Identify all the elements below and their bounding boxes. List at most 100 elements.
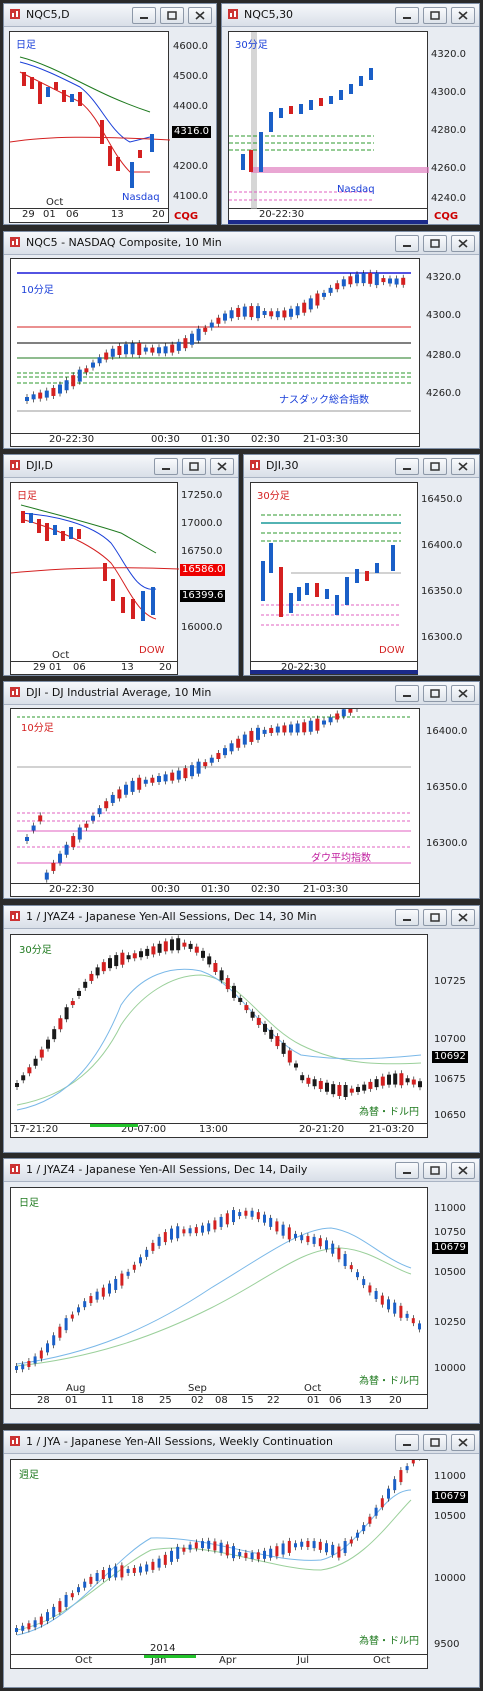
title-bar[interactable]: NQC5 - NASDAQ Composite, 10 Min <box>4 232 479 255</box>
minimize-button[interactable] <box>395 7 419 24</box>
price-scale[interactable]: 16450.0 16400.0 16350.0 16300.0 <box>420 482 478 662</box>
maximize-button[interactable] <box>423 1162 447 1179</box>
time-axis[interactable]: 29 01 06 13 20 <box>10 662 178 675</box>
x-tick: 20-22:30 <box>259 209 305 220</box>
chart-plot-area[interactable]: 10分足 ダウ平均指数 <box>10 708 420 884</box>
candle <box>349 1539 353 1544</box>
chart-window-jpy-weekly[interactable]: 1 / JYA - Japanese Yen-All Sessions, Wee… <box>3 1430 480 1688</box>
time-axis[interactable]: 20-22:30 00:30 01:30 02:30 21-03:30 <box>10 434 420 447</box>
title-bar[interactable]: DJI,30 <box>244 455 479 478</box>
price-scale[interactable]: 4320.0 4300.0 4280.0 4260.0 <box>424 258 478 434</box>
candle <box>225 1544 229 1556</box>
price-scale[interactable]: 16400.0 16350.0 16300.0 <box>424 708 478 884</box>
candle <box>368 1285 372 1293</box>
candle <box>89 973 94 981</box>
candle <box>341 279 346 287</box>
time-axis[interactable]: Oct Jan Apr Jul Oct <box>10 1655 428 1669</box>
minimize-button[interactable] <box>154 458 178 475</box>
candle <box>281 1543 285 1555</box>
close-button[interactable] <box>451 1434 475 1451</box>
candles <box>25 709 359 883</box>
chart-plot-area[interactable]: 30分足 為替・ドル円 <box>10 934 428 1124</box>
minimize-button[interactable] <box>395 685 419 702</box>
chart-window-dji-10min[interactable]: DJI - DJ Industrial Average, 10 Min 10分足… <box>3 681 480 899</box>
title-bar[interactable]: NQC5,D <box>4 4 216 27</box>
title-bar[interactable]: NQC5,30 <box>222 4 479 27</box>
maximize-button[interactable] <box>423 235 447 252</box>
time-axis[interactable]: 29 01 06 13 20 <box>9 209 169 223</box>
candles <box>15 1207 421 1373</box>
minimize-icon <box>403 1444 411 1446</box>
time-axis[interactable]: 28 01 11 18 25 02 08 15 22 01 06 13 20 <box>10 1395 428 1409</box>
price-scale[interactable]: 17250.0 17000.0 16750.0 16586.0 16399.6 … <box>180 482 238 662</box>
title-bar[interactable]: DJI - DJ Industrial Average, 10 Min <box>4 682 479 705</box>
title-bar[interactable]: 1 / JYA - Japanese Yen-All Sessions, Wee… <box>4 1431 479 1454</box>
minimize-button[interactable] <box>395 909 419 926</box>
chart-window-dji-daily[interactable]: DJI,D 日足 DOW 17250.0 17000 <box>3 454 239 676</box>
maximize-button[interactable] <box>182 458 206 475</box>
candle <box>368 1516 372 1524</box>
scrollbar[interactable] <box>228 220 428 224</box>
title-bar[interactable]: 1 / JYAZ4 - Japanese Yen-All Sessions, D… <box>4 906 479 929</box>
chart-window-jpy-daily[interactable]: 1 / JYAZ4 - Japanese Yen-All Sessions, D… <box>3 1158 480 1424</box>
time-axis[interactable]: 20-22:30 00:30 01:30 02:30 21-03:30 <box>10 884 420 897</box>
candle <box>250 1011 255 1018</box>
chart-plot-area[interactable]: 日足 為替・ドル円 <box>10 1187 428 1395</box>
chart-plot-area[interactable]: 30分足 Nasdaq <box>228 31 429 210</box>
candle <box>145 948 150 956</box>
x-tick: 21-03:20 <box>369 1124 415 1135</box>
candle <box>120 1273 124 1286</box>
candle <box>194 1227 198 1234</box>
close-button[interactable] <box>188 7 212 24</box>
candle <box>242 734 247 745</box>
minimize-button[interactable] <box>395 1434 419 1451</box>
maximize-button[interactable] <box>423 1434 447 1451</box>
chart-window-nasdaq-10min[interactable]: NQC5 - NASDAQ Composite, 10 Min 10分足 ナスダ… <box>3 231 480 449</box>
minimize-button[interactable] <box>395 1162 419 1179</box>
window-title: DJI - DJ Industrial Average, 10 Min <box>26 686 212 699</box>
minimize-button[interactable] <box>132 7 156 24</box>
candle <box>331 1243 335 1254</box>
cqg-logo: CQG <box>174 211 199 222</box>
price-scale[interactable]: 10725 10700 10692 10675 10650 <box>432 934 478 1124</box>
maximize-button[interactable] <box>423 685 447 702</box>
chart-plot-area[interactable]: 週足 為替・ドル円 <box>10 1459 428 1655</box>
candle <box>170 1228 173 1240</box>
candle <box>126 1271 130 1276</box>
chart-window-nqc5-30min[interactable]: NQC5,30 30分足 Nasdaq <box>221 3 480 225</box>
close-button[interactable] <box>451 235 475 252</box>
price-chart <box>261 514 401 626</box>
title-bar[interactable]: DJI,D <box>4 455 238 478</box>
candle <box>362 1279 366 1286</box>
minimize-button[interactable] <box>395 235 419 252</box>
close-button[interactable] <box>451 458 475 475</box>
price-scale[interactable]: 11000 10679 10500 10000 9500 <box>432 1459 478 1655</box>
chart-plot-area[interactable]: 10分足 ナスダック総合指数 <box>10 258 420 434</box>
minimize-button[interactable] <box>395 458 419 475</box>
candle <box>322 292 326 297</box>
scrollbar[interactable] <box>250 670 418 674</box>
candle <box>83 1581 87 1588</box>
chart-plot-area[interactable]: 日足 DOW <box>10 482 179 662</box>
close-button[interactable] <box>451 909 475 926</box>
price-scale[interactable]: 4320.0 4300.0 4280.0 4260.0 4240.0 <box>430 31 478 209</box>
y-tick: 4100.0 <box>173 191 208 202</box>
chart-plot-area[interactable]: 日足 Nasdaq <box>9 31 170 209</box>
chart-plot-area[interactable]: 30分足 DOW <box>250 482 418 662</box>
close-button[interactable] <box>451 1162 475 1179</box>
maximize-button[interactable] <box>423 909 447 926</box>
maximize-button[interactable] <box>423 7 447 24</box>
maximize-button[interactable] <box>423 458 447 475</box>
price-scale[interactable]: 11000 10679 10750 10500 10250 10000 <box>432 1187 478 1395</box>
close-button[interactable] <box>451 7 475 24</box>
price-scale[interactable]: 4600.0 4500.0 4400.0 4316.0 4200.0 4100.… <box>172 31 216 209</box>
candle <box>101 1287 105 1297</box>
time-axis[interactable]: 17-21:20 20-07:00 13:00 20-21:20 21-03:2… <box>10 1124 428 1138</box>
chart-window-jpy-30min[interactable]: 1 / JYAZ4 - Japanese Yen-All Sessions, D… <box>3 905 480 1153</box>
close-button[interactable] <box>210 458 234 475</box>
chart-window-nqc5-daily[interactable]: NQC5,D 日足 Nasdaq 4600.0 45 <box>3 3 217 225</box>
title-bar[interactable]: 1 / JYAZ4 - Japanese Yen-All Sessions, D… <box>4 1159 479 1182</box>
maximize-button[interactable] <box>160 7 184 24</box>
chart-window-dji-30min[interactable]: DJI,30 30分足 <box>243 454 480 676</box>
close-button[interactable] <box>451 685 475 702</box>
